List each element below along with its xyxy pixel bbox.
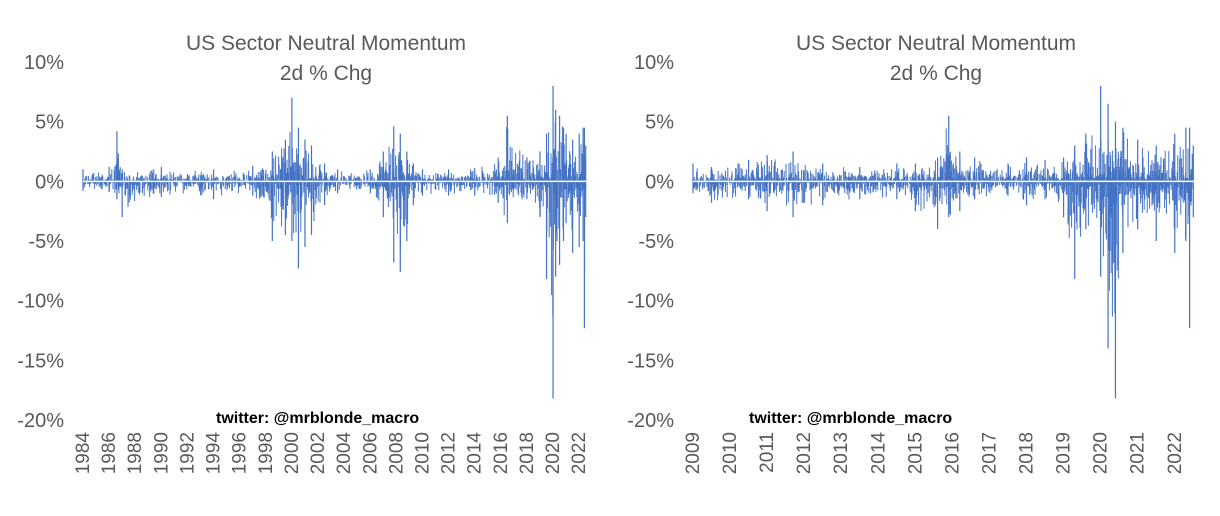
x-tick-label: 1984 bbox=[73, 432, 94, 475]
x-tick-label: 1986 bbox=[99, 432, 120, 474]
x-tick-label: 2008 bbox=[386, 432, 407, 474]
y-tick-label: 10% bbox=[24, 52, 64, 74]
x-tick-label: 1996 bbox=[230, 432, 251, 474]
y-tick-label: -10% bbox=[17, 291, 64, 313]
x-tick-label: 2016 bbox=[942, 432, 963, 474]
x-tick-label: 2004 bbox=[334, 432, 355, 475]
x-tick-label: 2009 bbox=[683, 432, 704, 474]
x-tick-label: 1994 bbox=[204, 432, 225, 475]
y-tick-label: -20% bbox=[17, 410, 64, 432]
series-bars bbox=[82, 85, 587, 399]
chart-panel-left: US Sector Neutral Momentum 2d % Chg 10% 5% 0… bbox=[4, 0, 604, 516]
y-tick-label: 0% bbox=[645, 171, 674, 193]
y-tick-label: 5% bbox=[645, 112, 674, 134]
x-tick-label: 2019 bbox=[1054, 432, 1075, 474]
y-tick-label: -10% bbox=[627, 291, 674, 313]
x-tick-label: 2010 bbox=[720, 432, 741, 474]
x-tick-label: 2016 bbox=[491, 432, 512, 474]
chart-left: US Sector Neutral Momentum 2d % Chg 10% 5% 0… bbox=[17, 32, 590, 475]
x-tick-label: 2020 bbox=[543, 432, 564, 474]
chart-subtitle: 2d % Chg bbox=[280, 62, 372, 85]
x-tick-label: 2012 bbox=[794, 432, 815, 474]
x-tick-label: 2014 bbox=[465, 432, 486, 475]
x-tick-label: 2006 bbox=[360, 432, 381, 474]
x-tick-label: 2017 bbox=[980, 432, 1001, 474]
chart-subtitle: 2d % Chg bbox=[890, 62, 982, 85]
y-tick-label: -5% bbox=[638, 231, 674, 253]
x-tick-label: 2015 bbox=[905, 432, 926, 474]
x-tick-label: 2000 bbox=[282, 432, 303, 474]
x-tick-label: 2011 bbox=[757, 432, 778, 473]
y-tick-label: 0% bbox=[35, 171, 64, 193]
chart-title: US Sector Neutral Momentum bbox=[796, 32, 1076, 55]
x-tick-label: 2021 bbox=[1128, 432, 1149, 474]
x-tick-label: 2014 bbox=[868, 432, 889, 475]
x-tick-label: 2022 bbox=[1165, 432, 1186, 474]
chart-panel-right: US Sector Neutral Momentum 2d % Chg 10% 5% 0… bbox=[614, 0, 1214, 516]
x-tick-label: 1992 bbox=[178, 432, 199, 474]
series-bars bbox=[692, 85, 1194, 399]
y-tick-label: -15% bbox=[627, 350, 674, 372]
x-tick-label: 1990 bbox=[151, 432, 172, 474]
x-tick-label: 2012 bbox=[439, 432, 460, 474]
x-tick-label: 1998 bbox=[256, 432, 277, 474]
credit-text: twitter: @mrblonde_macro bbox=[216, 410, 419, 427]
x-tick-label: 2022 bbox=[569, 432, 590, 474]
y-tick-label: -15% bbox=[17, 350, 64, 372]
x-tick-label: 2020 bbox=[1091, 432, 1112, 474]
y-tick-label: 10% bbox=[634, 52, 674, 74]
y-tick-label: -20% bbox=[627, 410, 674, 432]
x-tick-label: 2010 bbox=[413, 432, 434, 474]
x-tick-label: 2013 bbox=[831, 432, 852, 474]
x-tick-label: 1988 bbox=[125, 432, 146, 474]
x-tick-label: 2018 bbox=[1017, 432, 1038, 474]
chart-title: US Sector Neutral Momentum bbox=[186, 32, 466, 55]
chart-right: US Sector Neutral Momentum 2d % Chg 10% 5% 0… bbox=[627, 32, 1199, 475]
y-tick-label: -5% bbox=[28, 231, 64, 253]
y-tick-label: 5% bbox=[35, 112, 64, 134]
credit-text: twitter: @mrblonde_macro bbox=[749, 410, 952, 427]
x-tick-label: 2002 bbox=[308, 432, 329, 474]
x-tick-label: 2018 bbox=[517, 432, 538, 474]
